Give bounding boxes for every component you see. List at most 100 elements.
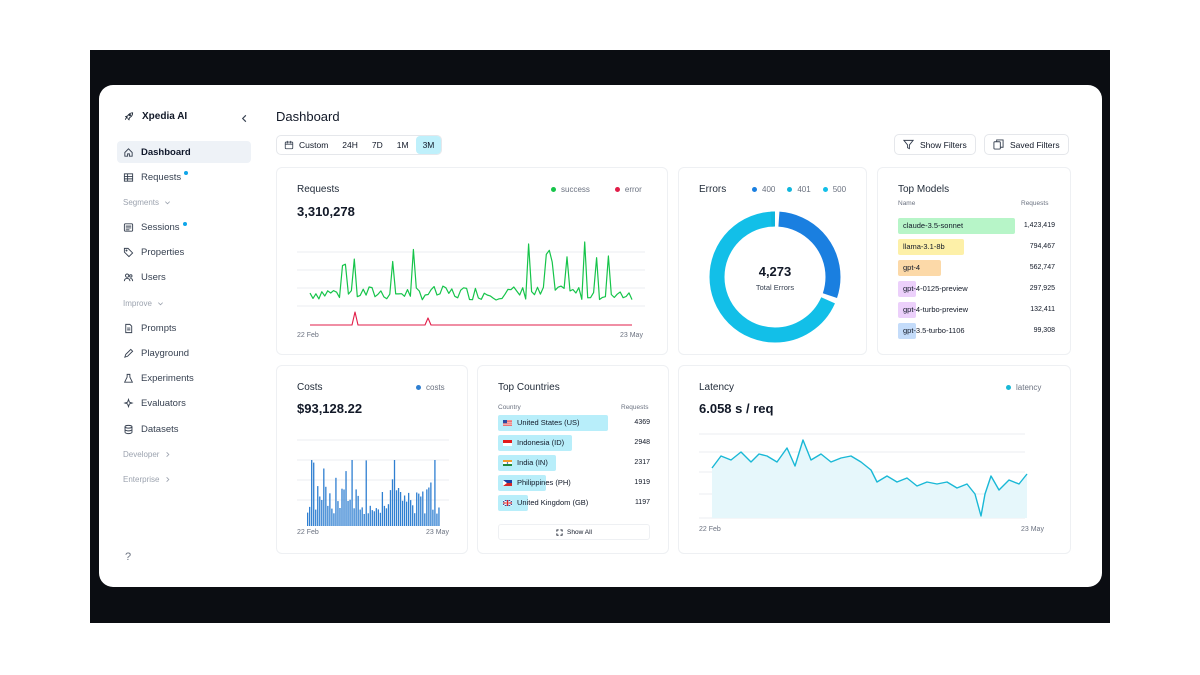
- country-share-bar: [498, 435, 572, 451]
- donut-segment-401[interactable]: [709, 211, 841, 343]
- costs-x-end: 23 May: [426, 529, 449, 536]
- range-option-24h[interactable]: 24H: [335, 136, 365, 154]
- sidebar-item-label: Experiments: [141, 373, 194, 385]
- in-flag-icon: [503, 458, 517, 467]
- model-row[interactable]: gpt-4-0125-preview 297,925: [898, 281, 1058, 297]
- cost-bar: [410, 500, 412, 526]
- top-countries-title: Top Countries: [498, 382, 560, 393]
- model-row[interactable]: llama-3.1-8b 794,467: [898, 239, 1058, 255]
- nav-group-improve[interactable]: Improve: [117, 292, 251, 314]
- range-option-3m[interactable]: 3M: [415, 136, 442, 154]
- country-row[interactable]: India (IN) 2317: [498, 455, 650, 471]
- country-label: United Kingdom (GB): [498, 495, 588, 511]
- sidebar-item-playground[interactable]: Playground: [117, 343, 251, 365]
- cost-bar: [349, 499, 351, 526]
- gb-flag-icon: [503, 498, 517, 507]
- flask-icon: [123, 373, 134, 384]
- model-row[interactable]: gpt-4-turbo-preview 132,411: [898, 302, 1058, 318]
- chevron-right-icon: [164, 451, 171, 458]
- model-share-bar: [898, 302, 916, 318]
- latency-legend: latency: [1006, 383, 1041, 392]
- model-name: gpt-4-0125-preview: [903, 284, 968, 293]
- range-option-custom[interactable]: Custom: [277, 136, 335, 154]
- model-row[interactable]: gpt-4 562,747: [898, 260, 1058, 276]
- latency-series-line: [711, 439, 1028, 517]
- model-row[interactable]: gpt-3.5-turbo-1106 99,308: [898, 323, 1058, 339]
- cost-bar: [341, 488, 343, 526]
- sidebar-item-dashboard[interactable]: Dashboard: [117, 141, 251, 163]
- show-all-button[interactable]: Show All: [498, 524, 650, 540]
- cost-bar: [307, 512, 309, 526]
- model-row[interactable]: claude-3.5-sonnet 1,423,419: [898, 218, 1058, 234]
- sidebar-item-evaluators[interactable]: Evaluators: [117, 393, 251, 415]
- brand[interactable]: Xpedia AI: [123, 111, 187, 122]
- model-name: gpt-4: [903, 263, 921, 272]
- sidebar-item-label: Datasets: [141, 423, 179, 435]
- top-countries-card: Top Countries Country Requests United St…: [477, 365, 669, 554]
- latency-x-start: 22 Feb: [699, 526, 721, 533]
- countries-col-country: Country: [498, 404, 521, 411]
- model-requests: 297,925: [1029, 285, 1055, 292]
- expand-icon: [556, 528, 563, 536]
- donut-segment-400[interactable]: [709, 211, 841, 343]
- country-name: Indonesia (ID): [517, 438, 565, 447]
- sidebar-item-experiments[interactable]: Experiments: [117, 368, 251, 390]
- cost-bar: [357, 495, 359, 526]
- cost-bar: [369, 505, 371, 526]
- costs-card: Costs $93,128.22 costs 22 Feb 23 May: [276, 365, 468, 554]
- cost-bar: [337, 501, 339, 526]
- collapse-sidebar-button[interactable]: [237, 111, 251, 125]
- sidebar-item-sessions[interactable]: Sessions: [117, 217, 251, 239]
- error-legend-dot: [614, 187, 620, 192]
- country-requests: 2948: [634, 439, 650, 446]
- sidebar-item-users[interactable]: Users: [117, 267, 251, 289]
- show-filters-button[interactable]: Show Filters: [894, 134, 976, 155]
- error-500-dot: [822, 187, 828, 192]
- help-button[interactable]: ?: [125, 551, 132, 563]
- cost-bar: [418, 493, 420, 526]
- notification-dot: [184, 171, 189, 176]
- nav-group-developer[interactable]: Developer: [117, 443, 251, 465]
- sidebar-item-label: Evaluators: [141, 398, 186, 410]
- error-legend-label: error: [624, 185, 642, 194]
- users-icon: [123, 272, 134, 283]
- range-option-7d[interactable]: 7D: [365, 136, 390, 154]
- model-requests: 794,467: [1029, 243, 1055, 250]
- cost-bar: [395, 490, 398, 526]
- country-requests: 2317: [634, 459, 650, 466]
- nav-group-enterprise[interactable]: Enterprise: [117, 468, 251, 490]
- cost-bar: [323, 468, 325, 526]
- cost-bar: [377, 509, 379, 526]
- latency-value: 6.058 s / req: [699, 401, 774, 416]
- sidebar-item-requests[interactable]: Requests: [117, 166, 251, 188]
- range-option-1m[interactable]: 1M: [390, 136, 416, 154]
- country-row[interactable]: United States (US) 4369: [498, 415, 650, 431]
- requests-card: Requests 3,310,278 success error 22 Feb …: [276, 167, 668, 355]
- costs-bar-chart: [297, 439, 449, 526]
- requests-x-end: 23 May: [620, 332, 643, 339]
- cost-bar: [414, 513, 416, 526]
- sidebar-item-label: Users: [141, 272, 166, 284]
- country-row[interactable]: Philippines (PH) 1919: [498, 475, 650, 491]
- country-row[interactable]: Indonesia (ID) 2948: [498, 435, 650, 451]
- cost-bar: [313, 462, 315, 526]
- sidebar-item-prompts[interactable]: Prompts: [117, 317, 251, 339]
- sidebar-item-datasets[interactable]: Datasets: [117, 418, 251, 440]
- country-row[interactable]: United Kingdom (GB) 1197: [498, 495, 650, 511]
- cost-bar: [391, 479, 394, 526]
- model-share-bar: [898, 260, 942, 276]
- saved-filters-button[interactable]: Saved Filters: [984, 134, 1069, 155]
- cost-bar: [359, 509, 361, 526]
- sidebar-item-properties[interactable]: Properties: [117, 242, 251, 264]
- cost-bar: [363, 514, 365, 526]
- cost-bar: [436, 513, 438, 526]
- page-title: Dashboard: [276, 109, 340, 124]
- pen-icon: [123, 348, 134, 359]
- filter-icon: [903, 139, 914, 150]
- errors-total-label: Total Errors: [755, 283, 795, 292]
- country-share-bar: [498, 475, 547, 491]
- cost-bar: [426, 489, 428, 526]
- latency-x-end: 23 May: [1021, 526, 1044, 533]
- sparkle-icon: [123, 398, 134, 409]
- nav-group-segments[interactable]: Segments: [117, 191, 251, 213]
